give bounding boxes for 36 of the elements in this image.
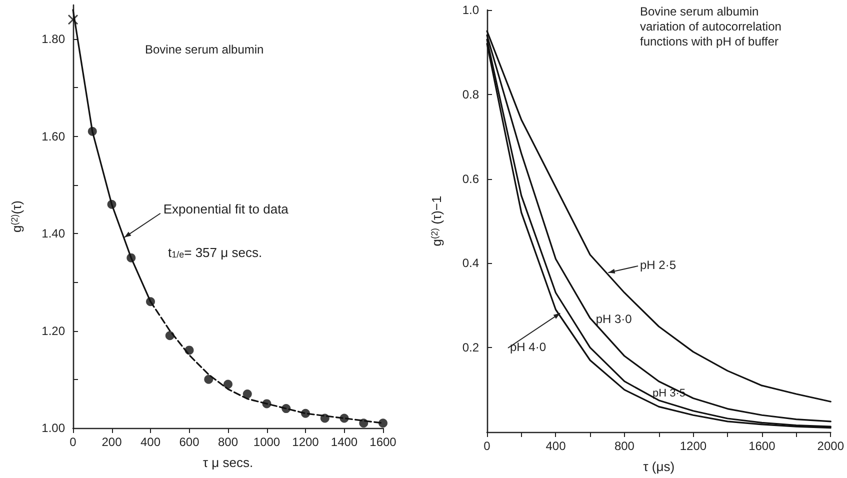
text: pH 4·0 (510, 340, 546, 354)
y-tick-label: 0.4 (462, 256, 480, 270)
x-tick-label: 400 (546, 439, 566, 453)
x-tick-label: 1200 (292, 435, 320, 449)
y-axis-title: g(2)(τ) (9, 200, 24, 233)
x-tick-label: 1400 (330, 435, 358, 449)
text: pH 2·5 (640, 258, 676, 272)
x-tick-label: 1000 (253, 435, 280, 449)
text: Bovine serum albumin (145, 42, 264, 56)
y-tick-label: 1.80 (42, 32, 66, 46)
x-tick-label: 800 (218, 435, 238, 449)
annotation: t1/e= 357 μ secs. (168, 245, 262, 260)
x-axis-title: τ μ secs. (202, 455, 254, 470)
x-tick-label: 200 (102, 435, 122, 449)
x-tick-label: 2000 (817, 439, 844, 453)
series-label: pH 3·0 (596, 312, 632, 326)
x-tick-label: 600 (179, 435, 200, 449)
x-tick-label: 0 (484, 439, 491, 453)
text: Bovine serum albumin variation of autocorrelation functions with pH of buffer (640, 4, 782, 48)
y-tick-label: 0.8 (462, 87, 480, 102)
y-tick-label: 1.00 (42, 421, 66, 435)
x-tick-label: 800 (614, 439, 635, 453)
x-tick-label: 0 (70, 435, 77, 449)
x-tick-label: 400 (140, 435, 161, 449)
y-tick-label: 1.40 (42, 226, 66, 241)
y-axis-title: g(2) (τ)−1 (429, 196, 444, 246)
y-tick-label: 0.2 (462, 340, 480, 355)
x-tick-label: 1600 (748, 439, 776, 453)
y-tick-label: 1.60 (42, 129, 66, 144)
y-tick-label: 1.20 (42, 324, 66, 338)
x-axis-title: τ (μs) (643, 459, 675, 474)
x-tick-label: 1200 (680, 439, 707, 453)
y-tick-label: 1.0 (462, 3, 480, 17)
annotation: Exponential fit to data (163, 201, 290, 216)
x-tick-label: 1600 (370, 435, 397, 449)
y-tick-label: 0.6 (462, 172, 480, 186)
